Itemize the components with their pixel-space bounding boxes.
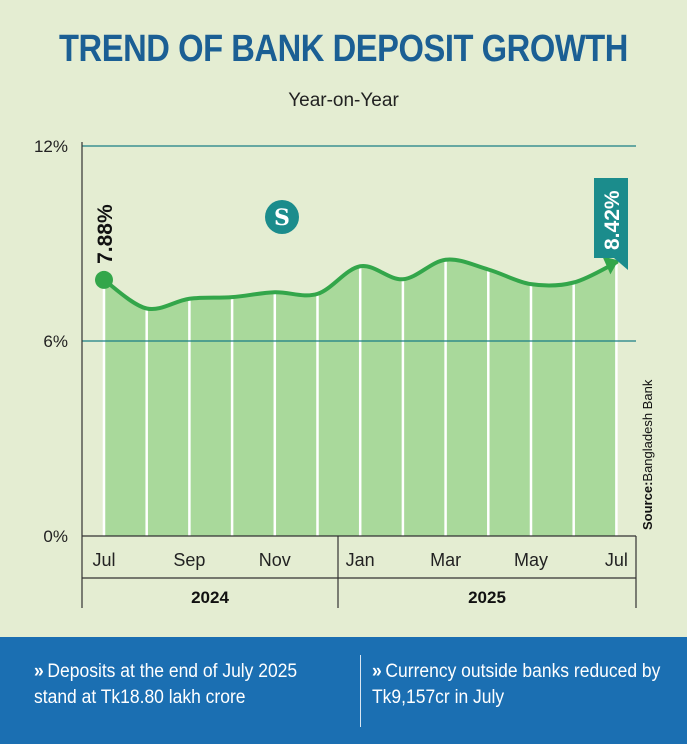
footer-note-deposits: » Deposits at the end of July 2025 stand … <box>34 659 338 711</box>
logo-glyph: S <box>274 205 290 231</box>
footer-panel: » Deposits at the end of July 2025 stand … <box>0 637 687 744</box>
year-label: 2024 <box>191 588 229 607</box>
source-note: Source:Bangladesh Bank <box>640 380 655 530</box>
source-name: Bangladesh Bank <box>640 379 655 482</box>
chevron-right-icon: » <box>372 661 382 682</box>
footer-note-currency: » Currency outside banks reduced by Tk9,1… <box>372 659 666 711</box>
star-logo-icon <box>265 200 299 234</box>
x-tick-label: Jul <box>605 550 628 570</box>
y-tick-label: 6% <box>43 332 68 351</box>
start-value-label: 7.88% <box>94 204 117 264</box>
chart-title: TREND OF BANK DEPOSIT GROWTH <box>59 28 628 70</box>
y-tick-label: 12% <box>34 137 68 156</box>
footer-note-currency-text: Currency outside banks reduced by Tk9,15… <box>372 661 661 708</box>
source-label: Source: <box>640 481 655 530</box>
footer-note-deposits-text: Deposits at the end of July 2025 stand a… <box>34 661 298 708</box>
x-tick-label: Mar <box>430 550 461 570</box>
x-tick-label: Jul <box>92 550 115 570</box>
x-tick-label: Nov <box>259 550 291 570</box>
callout-pointer <box>614 258 628 270</box>
end-value-label: 8.42% <box>601 190 624 250</box>
deposit-growth-chart: 0% 6% 12% Jul Sep Nov Jan Mar May Jul 2024 2025 7.88… <box>34 137 637 608</box>
chart-subtitle: Year-on-Year <box>288 90 399 111</box>
end-arrow-head <box>602 256 619 275</box>
year-label: 2025 <box>468 588 506 607</box>
y-tick-label: 0% <box>43 527 68 546</box>
chevron-right-icon: » <box>34 661 44 682</box>
x-tick-label: Sep <box>173 550 205 570</box>
end-value-callout <box>594 178 628 258</box>
start-point-marker <box>95 270 113 289</box>
x-tick-label: May <box>514 550 548 570</box>
series-line <box>102 257 619 312</box>
x-tick-label: Jan <box>346 550 375 570</box>
footer-divider <box>360 655 361 727</box>
